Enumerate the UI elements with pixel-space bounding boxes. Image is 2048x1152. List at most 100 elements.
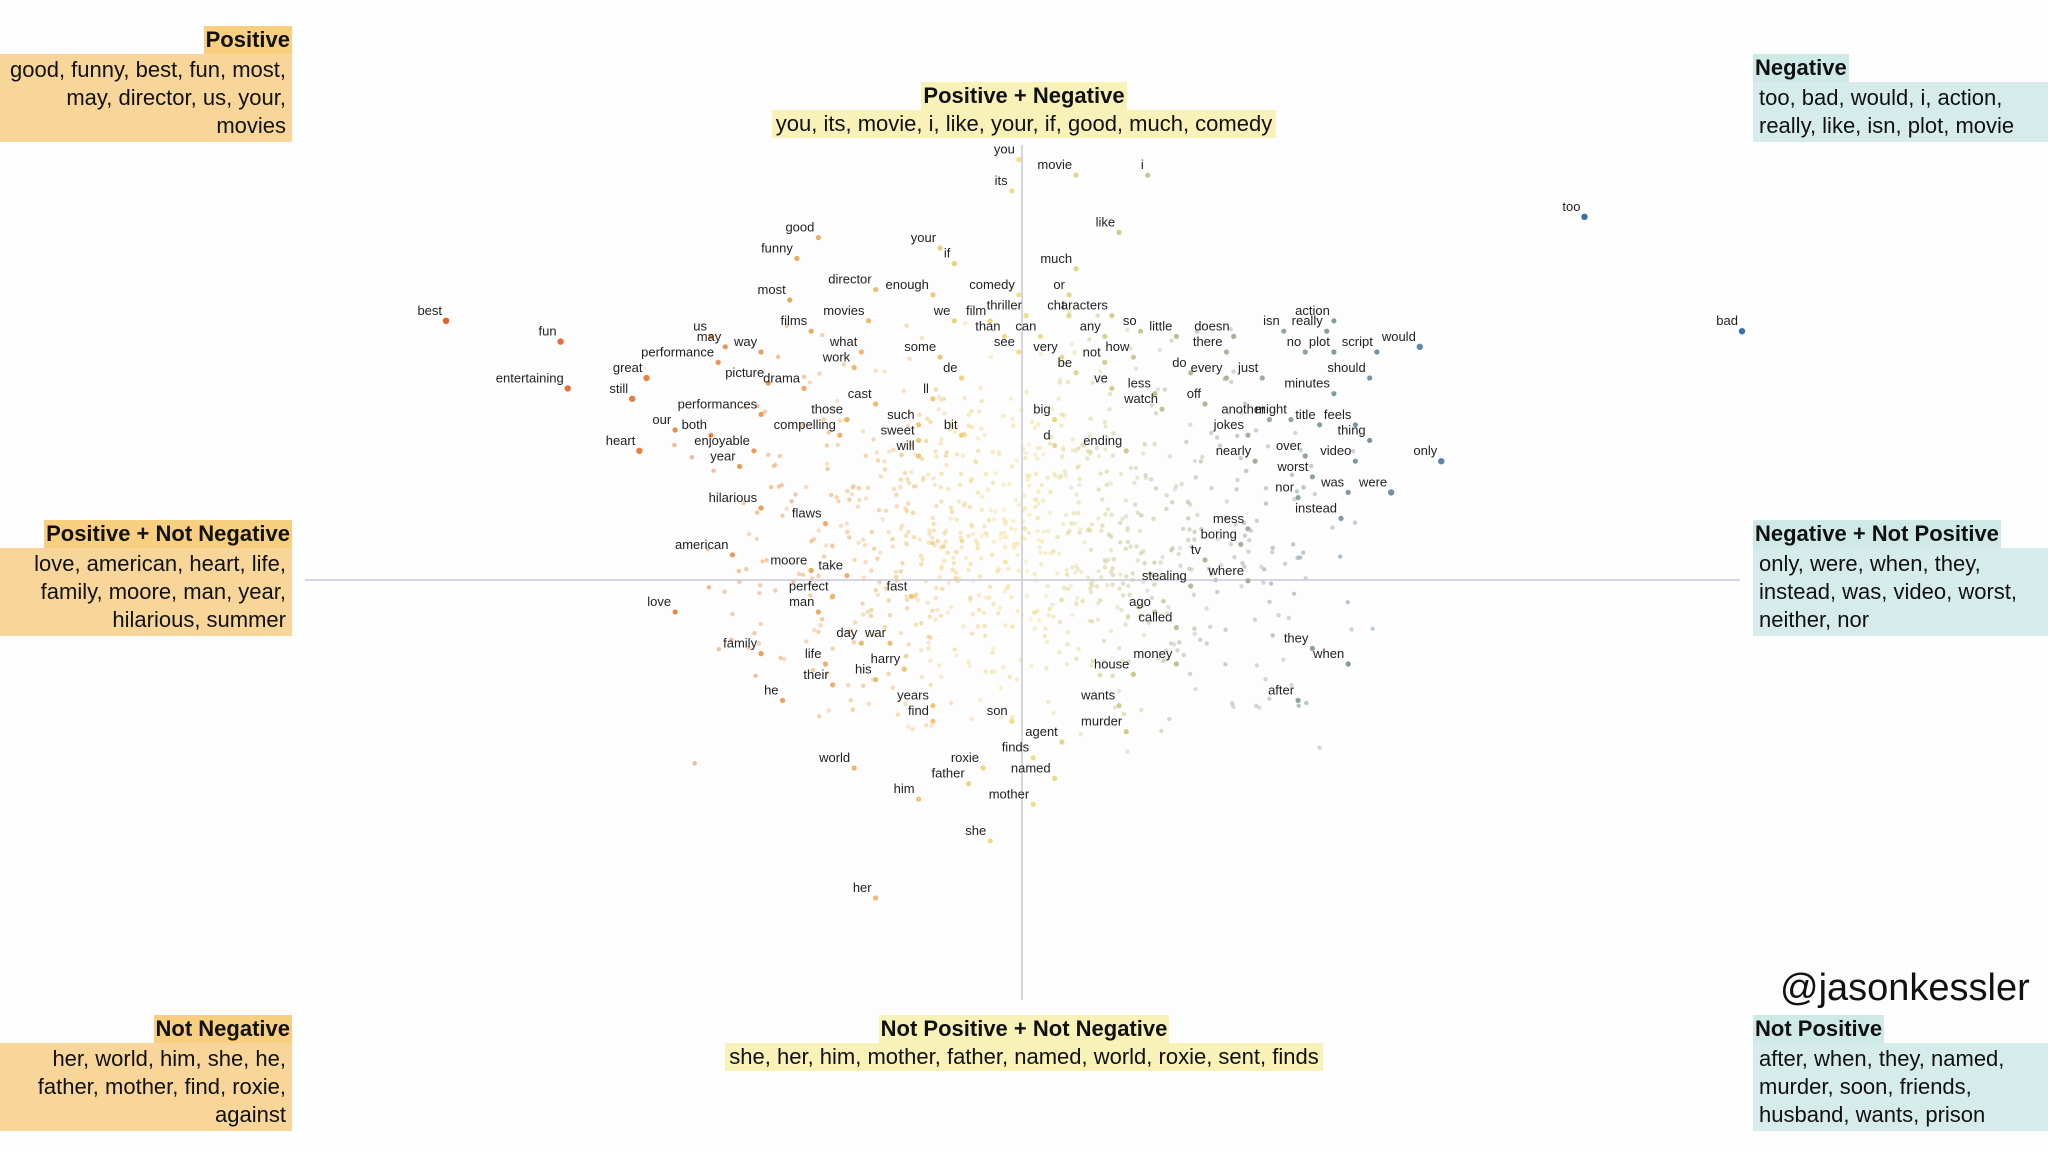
point-can[interactable] — [1037, 333, 1043, 339]
point-i[interactable] — [1145, 172, 1151, 178]
point-hilarious[interactable] — [758, 505, 764, 511]
point-enjoyable[interactable] — [751, 448, 757, 454]
point-picture[interactable] — [765, 380, 771, 386]
point-when[interactable] — [1345, 661, 1351, 667]
point-family[interactable] — [758, 651, 764, 657]
point-enough[interactable] — [930, 292, 936, 298]
point-if[interactable] — [951, 261, 958, 267]
point-be[interactable] — [1073, 370, 1079, 376]
point-work[interactable] — [851, 365, 857, 371]
point-some[interactable] — [937, 354, 943, 360]
point-no[interactable] — [1302, 349, 1308, 355]
point-wants[interactable] — [1116, 703, 1122, 709]
point-movie[interactable] — [1073, 172, 1079, 178]
point-may[interactable] — [722, 344, 728, 350]
point-instead[interactable] — [1338, 515, 1344, 522]
point-life[interactable] — [822, 661, 829, 667]
point-was[interactable] — [1345, 489, 1351, 495]
point-war[interactable] — [887, 640, 893, 646]
point-both[interactable] — [708, 432, 714, 438]
point-characters[interactable] — [1109, 313, 1115, 319]
point-year[interactable] — [737, 463, 743, 469]
point-years[interactable] — [930, 703, 936, 709]
point-performance[interactable] — [715, 359, 721, 365]
point-flaws[interactable] — [822, 521, 829, 527]
point-do[interactable] — [1188, 370, 1194, 376]
point-father[interactable] — [966, 781, 972, 787]
point-would[interactable] — [1416, 343, 1424, 350]
point-de[interactable] — [958, 375, 965, 381]
point-big[interactable] — [1052, 417, 1058, 423]
point-world[interactable] — [851, 765, 857, 771]
point-named[interactable] — [1052, 775, 1058, 782]
point-jokes[interactable] — [1245, 432, 1251, 438]
point-director[interactable] — [873, 287, 879, 293]
point-agent[interactable] — [1059, 739, 1065, 745]
point-isn[interactable] — [1281, 328, 1287, 334]
point-so[interactable] — [1137, 328, 1144, 334]
point-harry[interactable] — [901, 666, 907, 672]
point-doesn[interactable] — [1231, 333, 1237, 339]
point-any[interactable] — [1102, 333, 1108, 339]
point-only[interactable] — [1438, 458, 1445, 465]
point-how[interactable] — [1130, 354, 1136, 360]
point-roxie[interactable] — [980, 765, 986, 771]
point-ve[interactable] — [1109, 385, 1115, 391]
point-much[interactable] — [1073, 266, 1079, 272]
point-after[interactable] — [1295, 697, 1301, 704]
point-heart[interactable] — [636, 447, 643, 454]
point-he[interactable] — [779, 697, 786, 704]
point-very[interactable] — [1059, 354, 1065, 360]
point-its[interactable] — [1009, 188, 1015, 194]
point-called[interactable] — [1173, 625, 1179, 631]
point-we[interactable] — [951, 318, 958, 324]
point-off[interactable] — [1202, 401, 1208, 407]
point-funny[interactable] — [794, 255, 800, 261]
point-movies[interactable] — [865, 318, 872, 324]
point-script[interactable] — [1374, 349, 1380, 355]
point-moore[interactable] — [808, 567, 814, 574]
point-another[interactable] — [1266, 417, 1273, 423]
point-too[interactable] — [1581, 213, 1588, 220]
point-might[interactable] — [1288, 417, 1294, 423]
point-title[interactable] — [1316, 422, 1323, 428]
point-every[interactable] — [1223, 375, 1230, 381]
point-they[interactable] — [1309, 645, 1315, 652]
point-bit[interactable] — [958, 432, 965, 438]
point-sweet[interactable] — [916, 437, 922, 443]
point-fun[interactable] — [557, 338, 564, 345]
point-those[interactable] — [844, 417, 850, 423]
point-her[interactable] — [873, 895, 879, 901]
point-him[interactable] — [916, 796, 922, 802]
point-ending[interactable] — [1123, 448, 1129, 454]
point-worst[interactable] — [1309, 474, 1315, 480]
point-where[interactable] — [1245, 578, 1251, 584]
point-minutes[interactable] — [1331, 391, 1337, 397]
point-will[interactable] — [916, 453, 922, 459]
point-thing[interactable] — [1367, 437, 1373, 443]
point-great[interactable] — [643, 374, 650, 382]
point-their[interactable] — [830, 682, 836, 688]
point-there[interactable] — [1223, 349, 1230, 355]
point-take[interactable] — [844, 573, 850, 579]
point-most[interactable] — [787, 297, 793, 303]
point-what[interactable] — [858, 349, 864, 355]
point-mess[interactable] — [1245, 526, 1251, 532]
point-still[interactable] — [629, 395, 636, 402]
point-than[interactable] — [1001, 333, 1008, 339]
point-or[interactable] — [1066, 292, 1072, 298]
point-perfect[interactable] — [830, 593, 836, 600]
point-ago[interactable] — [1152, 609, 1158, 615]
point-films[interactable] — [808, 328, 814, 334]
point-thriller[interactable] — [1023, 313, 1029, 319]
point-like[interactable] — [1116, 229, 1122, 235]
point-you[interactable] — [1016, 157, 1022, 163]
point-were[interactable] — [1387, 489, 1395, 496]
point-find[interactable] — [930, 718, 936, 724]
point-bad[interactable] — [1738, 328, 1746, 335]
point-comedy[interactable] — [1016, 292, 1022, 298]
point-she[interactable] — [987, 838, 993, 844]
point-stealing[interactable] — [1188, 583, 1194, 589]
point-less[interactable] — [1152, 391, 1158, 397]
point-his[interactable] — [873, 677, 879, 683]
